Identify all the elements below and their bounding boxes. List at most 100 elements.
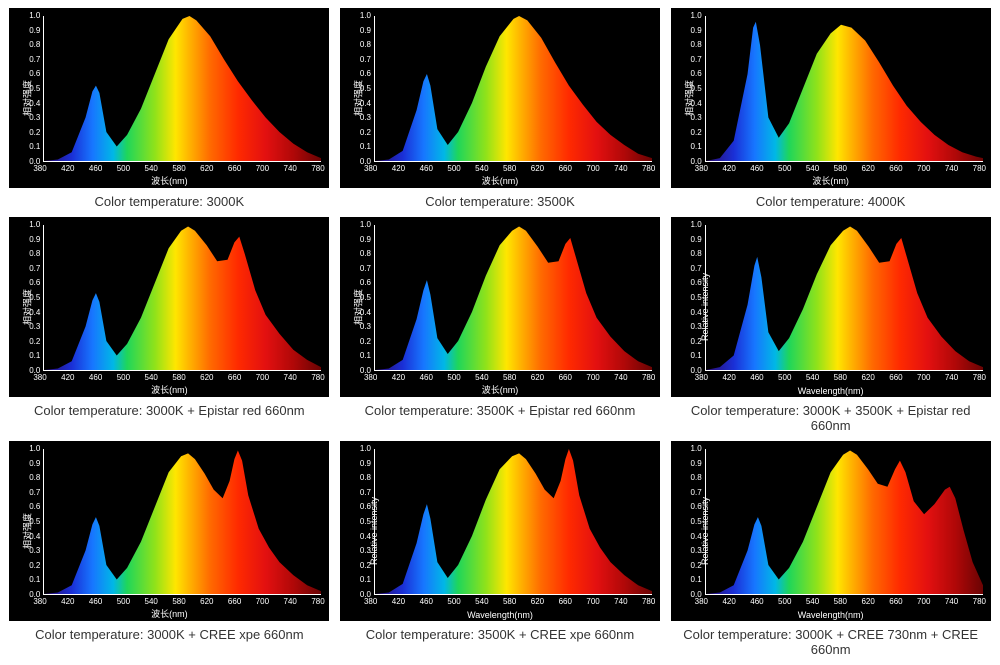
- ytick: 1.0: [29, 220, 40, 229]
- xlabel: Wavelength(nm): [467, 610, 533, 620]
- xtick: 700: [586, 164, 599, 173]
- plot-3: 0.00.10.20.30.40.50.60.70.80.91.03804204…: [9, 217, 329, 397]
- ytick: 0.9: [360, 26, 371, 35]
- xtick: 740: [945, 164, 958, 173]
- ytick: 0.8: [29, 473, 40, 482]
- panel-2: 0.00.10.20.30.40.50.60.70.80.91.03804204…: [669, 8, 992, 209]
- xtick: 540: [806, 597, 819, 606]
- plot-area: [374, 16, 652, 162]
- ytick: 0.1: [360, 351, 371, 360]
- caption: Color temperature: 3000K + CREE 730nm + …: [669, 627, 992, 657]
- xtick: 380: [695, 164, 708, 173]
- xtick: 540: [475, 164, 488, 173]
- panel-7: 0.00.10.20.30.40.50.60.70.80.91.03804204…: [339, 441, 662, 657]
- xtick: 620: [531, 597, 544, 606]
- caption: Color temperature: 3000K + Epistar red 6…: [34, 403, 305, 418]
- ytick: 0.8: [29, 40, 40, 49]
- ytick: 0.1: [691, 142, 702, 151]
- xtick: 700: [917, 373, 930, 382]
- xtick: 660: [559, 597, 572, 606]
- ytick: 0.8: [29, 249, 40, 258]
- xtick: 740: [284, 164, 297, 173]
- plot-area: [705, 225, 983, 371]
- ytick: 0.6: [29, 502, 40, 511]
- ytick: 0.7: [29, 264, 40, 273]
- ytick: 0.1: [691, 351, 702, 360]
- ytick: 0.6: [29, 278, 40, 287]
- ylabel: 相对强度: [21, 80, 34, 116]
- xtick: 540: [806, 164, 819, 173]
- xtick: 620: [531, 373, 544, 382]
- xtick: 620: [200, 164, 213, 173]
- ytick: 0.9: [691, 26, 702, 35]
- xtick: 740: [614, 597, 627, 606]
- xtick: 380: [33, 597, 46, 606]
- ytick: 1.0: [360, 444, 371, 453]
- caption: Color temperature: 3500K + Epistar red 6…: [365, 403, 636, 418]
- xtick: 420: [61, 597, 74, 606]
- ytick: 1.0: [691, 220, 702, 229]
- xtick: 660: [889, 373, 902, 382]
- xtick: 380: [364, 373, 377, 382]
- xtick: 380: [33, 373, 46, 382]
- xtick: 540: [145, 164, 158, 173]
- xtick: 780: [642, 373, 655, 382]
- xtick: 740: [614, 164, 627, 173]
- plot-8: 0.00.10.20.30.40.50.60.70.80.91.03804204…: [671, 441, 991, 621]
- xlabel: 波长(nm): [151, 607, 188, 620]
- xtick: 380: [33, 164, 46, 173]
- spectrum-svg: [375, 225, 652, 370]
- ytick: 1.0: [360, 11, 371, 20]
- ytick: 0.7: [360, 264, 371, 273]
- xtick: 780: [642, 597, 655, 606]
- xtick: 660: [559, 164, 572, 173]
- spectrum-svg: [706, 16, 983, 161]
- xtick: 500: [778, 373, 791, 382]
- panel-1: 0.00.10.20.30.40.50.60.70.80.91.03804204…: [339, 8, 662, 209]
- ylabel: 相对强度: [682, 80, 695, 116]
- plot-area: [43, 16, 321, 162]
- plot-7: 0.00.10.20.30.40.50.60.70.80.91.03804204…: [340, 441, 660, 621]
- xtick: 580: [503, 597, 516, 606]
- xtick: 500: [117, 597, 130, 606]
- xtick: 620: [861, 164, 874, 173]
- xtick: 660: [559, 373, 572, 382]
- xtick: 780: [973, 164, 986, 173]
- caption: Color temperature: 3500K + CREE xpe 660n…: [366, 627, 634, 642]
- panel-0: 0.00.10.20.30.40.50.60.70.80.91.03804204…: [8, 8, 331, 209]
- xtick: 420: [61, 164, 74, 173]
- xtick: 660: [889, 597, 902, 606]
- xtick: 740: [284, 373, 297, 382]
- xtick: 700: [917, 597, 930, 606]
- xtick: 460: [750, 164, 763, 173]
- xtick: 420: [392, 373, 405, 382]
- xtick: 460: [420, 597, 433, 606]
- ytick: 0.1: [691, 575, 702, 584]
- panel-5: 0.00.10.20.30.40.50.60.70.80.91.03804204…: [669, 217, 992, 433]
- caption: Color temperature: 3000K + 3500K + Epist…: [669, 403, 992, 433]
- ytick: 0.6: [360, 278, 371, 287]
- xtick: 700: [586, 597, 599, 606]
- plot-0: 0.00.10.20.30.40.50.60.70.80.91.03804204…: [9, 8, 329, 188]
- xtick: 540: [145, 373, 158, 382]
- ytick: 0.7: [691, 264, 702, 273]
- xlabel: 波长(nm): [151, 383, 188, 396]
- xtick: 460: [750, 373, 763, 382]
- xtick: 380: [695, 373, 708, 382]
- spectrum-svg: [44, 449, 321, 594]
- ytick: 0.1: [360, 575, 371, 584]
- xtick: 620: [200, 597, 213, 606]
- plot-1: 0.00.10.20.30.40.50.60.70.80.91.03804204…: [340, 8, 660, 188]
- xtick: 460: [89, 597, 102, 606]
- xtick: 500: [447, 597, 460, 606]
- ytick: 0.1: [360, 142, 371, 151]
- ytick: 0.1: [29, 142, 40, 151]
- ytick: 0.9: [29, 26, 40, 35]
- xtick: 500: [117, 164, 130, 173]
- xtick: 380: [364, 597, 377, 606]
- plot-area: [705, 449, 983, 595]
- plot-area: [705, 16, 983, 162]
- xlabel: 波长(nm): [482, 383, 519, 396]
- caption: Color temperature: 4000K: [756, 194, 906, 209]
- ytick: 0.6: [29, 69, 40, 78]
